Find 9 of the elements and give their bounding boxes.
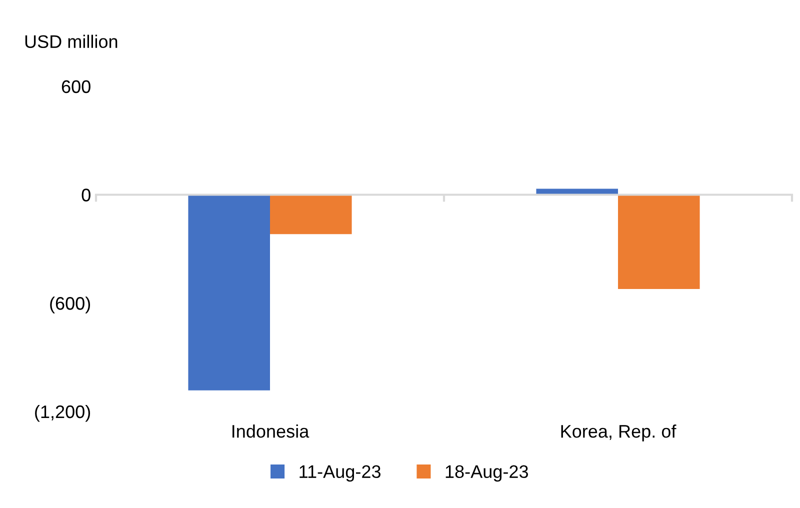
y-tick-label: (1,200) — [35, 404, 90, 422]
x-tick-label: Korea, Rep. of — [561, 424, 676, 442]
x-tick-label: Indonesia — [232, 424, 310, 438]
y-tick-label: (600) — [50, 296, 90, 314]
y-axis-title: USD million — [25, 34, 118, 48]
legend-label: 11-Aug-23 — [300, 465, 380, 482]
y-tick-label: 0 — [82, 188, 90, 202]
y-tick-label: 600 — [62, 80, 90, 94]
legend-label: 18-Aug-23 — [446, 465, 528, 482]
